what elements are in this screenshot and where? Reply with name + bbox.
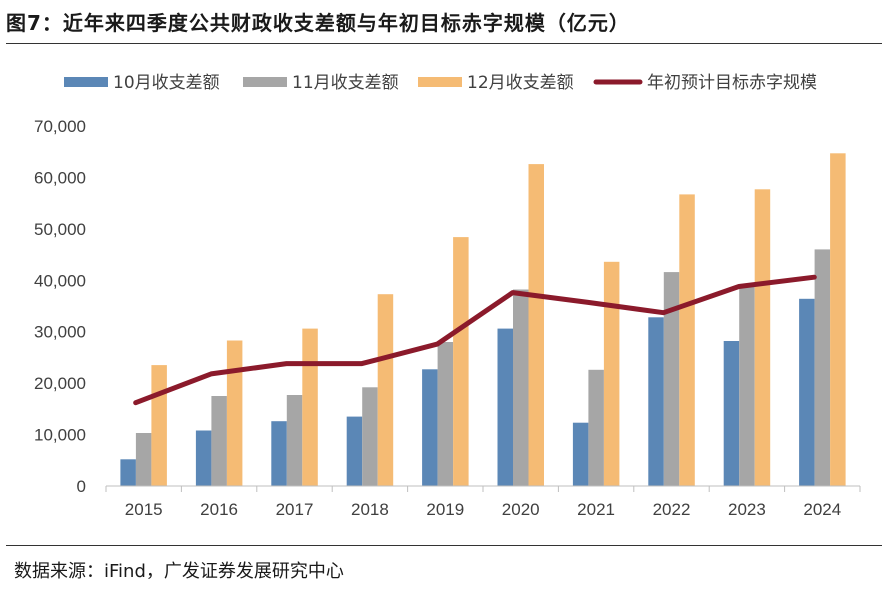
bar-oct-2016 — [195, 430, 212, 486]
y-tick-label: 10,000 — [34, 426, 86, 445]
bar-oct-2023 — [723, 341, 740, 486]
bar-oct-2021 — [572, 422, 589, 486]
legend-oct-label: 10月收支差额 — [113, 73, 220, 93]
y-tick-label: 70,000 — [34, 117, 86, 136]
legend-target-label: 年初预计目标赤字规模 — [647, 73, 817, 93]
legend: 10月收支差额 11月收支差额 12月收支差额 年初预计目标赤字规模 — [64, 73, 817, 93]
source-note: 数据来源：iFind，广发证券发展研究中心 — [14, 561, 344, 582]
bar-dec-2016 — [226, 340, 243, 486]
bar-nov-2020 — [513, 289, 529, 486]
legend-oct-swatch — [64, 77, 108, 87]
bar-oct-2018 — [346, 416, 363, 486]
legend-dec-swatch — [418, 77, 462, 87]
chart-area: 0 10,000 20,000 30,000 40,000 50,000 60,000 70,… — [34, 73, 861, 519]
bar-dec-2020 — [528, 164, 544, 486]
bar-nov-2018 — [362, 387, 378, 486]
bar-oct-2015 — [120, 459, 136, 486]
x-tick-label: 2023 — [728, 500, 766, 519]
bar-dec-2021 — [603, 261, 620, 486]
bar-dec-2019 — [453, 237, 469, 486]
x-tick-label: 2019 — [426, 500, 464, 519]
bar-nov-2021 — [588, 369, 604, 486]
legend-nov-label: 11月收支差额 — [292, 73, 399, 93]
y-tick-label: 0 — [77, 477, 86, 496]
x-tick-label: 2015 — [125, 500, 163, 519]
x-axis: 2015 2016 2017 2018 2019 2020 2021 2022 2023 2024 — [105, 485, 861, 519]
bar-dec-2022 — [679, 194, 695, 486]
bar-nov-2024 — [814, 249, 831, 486]
x-tick-label: 2021 — [577, 500, 615, 519]
x-tick-label: 2016 — [200, 500, 238, 519]
x-tick-label: 2022 — [653, 500, 691, 519]
bar-oct-2022 — [648, 317, 664, 486]
footer-divider — [6, 545, 882, 546]
x-tick-label: 2018 — [351, 500, 389, 519]
legend-dec-label: 12月收支差额 — [467, 73, 574, 93]
bar-nov-2019 — [437, 342, 454, 486]
y-tick-label: 40,000 — [34, 271, 86, 290]
bar-nov-2023 — [739, 286, 755, 486]
title-divider — [6, 43, 882, 44]
x-tick-label: 2020 — [502, 500, 540, 519]
bar-nov-2017 — [286, 395, 303, 486]
bar-nov-2016 — [211, 396, 227, 486]
bar-oct-2017 — [271, 421, 287, 486]
bar-dec-2017 — [302, 328, 318, 486]
bar-dec-2024 — [830, 153, 846, 487]
bars-group — [120, 153, 846, 487]
bar-dec-2023 — [754, 189, 771, 487]
x-tick-label: 2024 — [803, 500, 841, 519]
y-tick-label: 60,000 — [34, 168, 86, 187]
line-group — [133, 274, 817, 406]
bar-oct-2020 — [497, 328, 513, 486]
bar-dec-2015 — [151, 365, 167, 486]
bar-oct-2019 — [422, 369, 438, 486]
bar-dec-2018 — [377, 294, 394, 486]
bar-nov-2015 — [135, 433, 152, 486]
bar-oct-2024 — [799, 298, 815, 486]
x-tick-label: 2017 — [276, 500, 314, 519]
y-tick-label: 20,000 — [34, 374, 86, 393]
y-axis: 0 10,000 20,000 30,000 40,000 50,000 60,000 70,… — [34, 117, 86, 496]
y-tick-label: 50,000 — [34, 220, 86, 239]
y-tick-label: 30,000 — [34, 323, 86, 342]
legend-nov-swatch — [243, 77, 287, 87]
target-deficit-line — [133, 274, 817, 406]
bar-nov-2022 — [663, 272, 680, 486]
chart-title: 图7：近年来四季度公共财政收支差额与年初目标赤字规模（亿元） — [6, 11, 630, 35]
